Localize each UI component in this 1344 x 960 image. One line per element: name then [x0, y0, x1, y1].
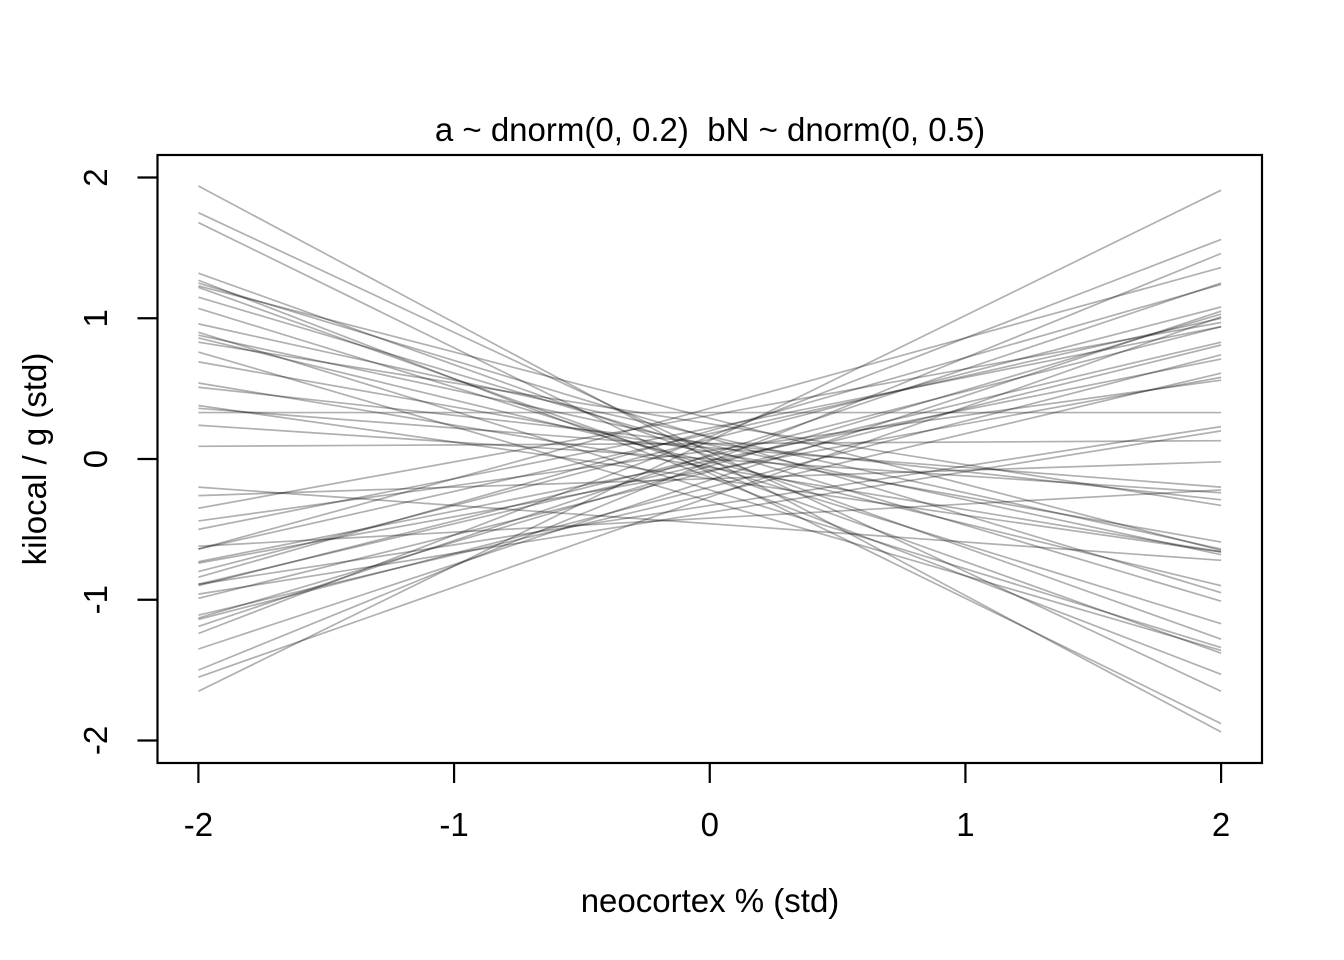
prior-line	[198, 266, 1222, 550]
prior-line	[198, 341, 1222, 586]
prior-line	[198, 189, 1222, 692]
prior-line	[198, 221, 1222, 725]
prior-line	[198, 351, 1222, 652]
prior-line	[198, 424, 1222, 494]
y-tick-label: 0	[77, 450, 114, 468]
prior-line	[198, 376, 1222, 564]
x-tick-label: 2	[1212, 806, 1230, 843]
prior-line	[198, 310, 1222, 650]
prior-line	[198, 283, 1222, 579]
prior-line	[198, 307, 1222, 625]
prior-line	[198, 279, 1222, 676]
prior-line	[198, 379, 1222, 522]
x-tick-label: -1	[439, 806, 468, 843]
prior-line	[198, 282, 1222, 628]
prior-line	[198, 286, 1222, 655]
prior-line	[198, 382, 1222, 553]
prior-line	[198, 325, 1222, 531]
prior-line	[198, 313, 1222, 619]
prior-line	[198, 331, 1222, 649]
prior-line	[198, 321, 1222, 510]
prior-line	[198, 372, 1222, 617]
prior-line	[198, 407, 1222, 488]
prior-line	[198, 325, 1222, 587]
prior-line	[198, 238, 1222, 635]
prior-line	[198, 306, 1222, 573]
prior-line	[198, 344, 1222, 600]
prior-line	[198, 404, 1222, 553]
prior-line	[198, 439, 1222, 448]
y-tick-label: -1	[77, 585, 114, 614]
prior-line	[198, 323, 1222, 550]
prior-line	[198, 354, 1222, 621]
prior-line	[198, 358, 1222, 563]
prior-line	[198, 430, 1222, 595]
prior-line	[198, 272, 1222, 640]
prior-line	[198, 211, 1222, 692]
y-axis-label: kilocal / g (std)	[16, 352, 53, 566]
prior-line	[198, 486, 1222, 562]
plot-title: a ~ dnorm(0, 0.2) bN ~ dnorm(0, 0.5)	[434, 111, 986, 148]
prior-line	[198, 341, 1222, 507]
prior-line	[198, 386, 1222, 501]
x-tick-label: -2	[184, 806, 213, 843]
y-tick-label: 1	[77, 309, 114, 327]
prior-line	[198, 285, 1222, 552]
y-tick-label: -2	[77, 726, 114, 755]
prior-line	[198, 361, 1222, 543]
prior-line	[198, 334, 1222, 556]
prior-line	[198, 317, 1222, 550]
y-tick-label: 2	[77, 168, 114, 186]
prior-line	[198, 489, 1222, 548]
prior-line	[198, 185, 1222, 733]
prior-line	[198, 316, 1222, 678]
prior-line	[198, 425, 1222, 586]
x-tick-label: 0	[701, 806, 719, 843]
prior-line	[198, 296, 1222, 602]
prior-line	[198, 282, 1222, 594]
prior-line	[198, 337, 1222, 587]
x-tick-label: 1	[956, 806, 974, 843]
prior-line	[198, 460, 1222, 497]
x-axis-label: neocortex % (std)	[580, 882, 840, 919]
prior-line	[198, 252, 1222, 671]
